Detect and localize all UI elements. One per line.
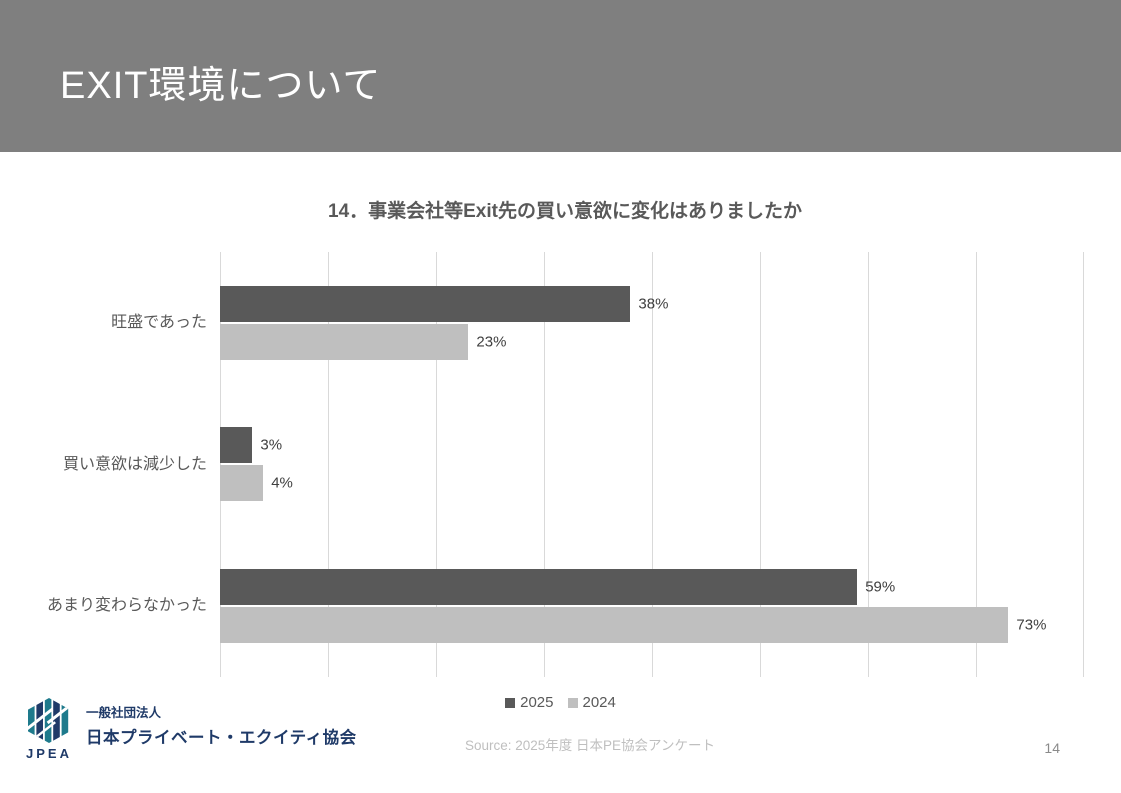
slide-title: EXIT環境について <box>60 65 382 107</box>
bar-2024-1 <box>220 465 264 502</box>
bar-value-label: 3% <box>260 436 283 454</box>
chart-title: 14．事業会社等Exit先の買い意欲に変化はありましたか <box>328 201 802 222</box>
bar-2024-2 <box>220 607 1009 644</box>
category-label: 旺盛であった <box>111 314 207 331</box>
gridline <box>544 252 545 677</box>
header-banner: EXIT環境について <box>0 0 1121 152</box>
bar-2024-0 <box>220 323 469 360</box>
legend: 2025 2024 <box>0 694 1121 711</box>
bar-value-label: 23% <box>476 333 507 351</box>
category-label: 買い意欲は減少した <box>62 455 207 473</box>
legend-label: 2025 <box>520 694 554 711</box>
bar-value-label: 4% <box>271 474 293 492</box>
bar-value-label: 38% <box>638 295 669 313</box>
bar-value-label: 59% <box>865 578 896 596</box>
bar-2025-2 <box>220 569 858 606</box>
org-type: 一般社団法人 <box>86 706 162 720</box>
legend-swatch <box>567 697 578 708</box>
jpea-logo-mark: JPEA <box>22 698 76 761</box>
page-number: 14 <box>1044 740 1060 756</box>
legend-swatch <box>505 697 516 708</box>
jpea-org-text: 一般社団法人 日本プライベート・エクイティ協会 <box>86 698 357 748</box>
bar-value-label: 73% <box>1016 616 1047 634</box>
gridline <box>760 252 761 677</box>
legend-item-2024: 2024 <box>567 694 616 711</box>
gridline <box>976 252 977 677</box>
org-name: 日本プライベート・エクイティ協会 <box>86 729 357 747</box>
gridline <box>436 252 437 677</box>
jpea-logo: JPEA 一般社団法人 日本プライベート・エクイティ協会 <box>22 698 357 761</box>
gridline <box>1083 252 1084 677</box>
jpea-acronym: JPEA <box>26 746 72 761</box>
legend-item-2025: 2025 <box>505 694 554 711</box>
gridline <box>652 252 653 677</box>
category-label: あまり変わらなかった <box>46 597 207 615</box>
bar-2025-1 <box>220 427 253 464</box>
legend-label: 2024 <box>582 694 616 711</box>
jpea-hexagon-icon <box>28 698 70 743</box>
gridline <box>220 252 221 677</box>
source-note: Source: 2025年度 日本PE協会アンケート <box>464 738 716 753</box>
gridline <box>328 252 329 677</box>
plot-area: 38% 23% 3% 4% 59% 73% <box>220 252 1084 677</box>
category-labels: 旺盛であった買い意欲は減少したあまり変わらなかった <box>0 252 207 677</box>
bar-2025-0 <box>220 285 631 322</box>
gridline <box>868 252 869 677</box>
